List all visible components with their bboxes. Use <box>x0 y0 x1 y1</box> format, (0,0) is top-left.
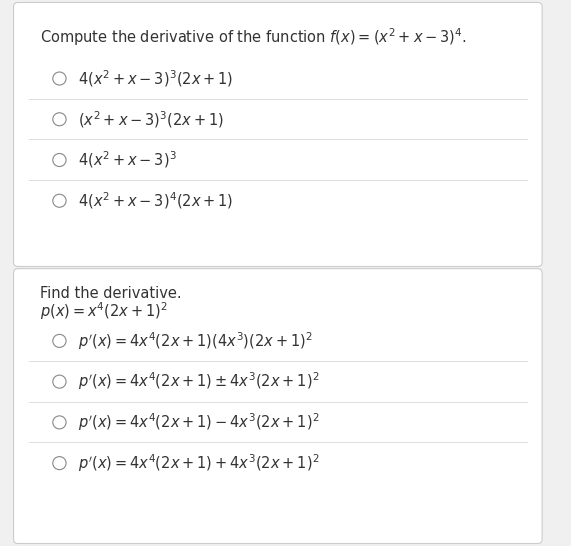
Text: $4(x^2 + x - 3)^3(2x + 1)$: $4(x^2 + x - 3)^3(2x + 1)$ <box>78 68 233 89</box>
Text: $p'(x) = 4x^4(2x + 1) - 4x^3(2x + 1)^2$: $p'(x) = 4x^4(2x + 1) - 4x^3(2x + 1)^2$ <box>78 412 319 433</box>
Text: $4(x^2 + x - 3)^4(2x + 1)$: $4(x^2 + x - 3)^4(2x + 1)$ <box>78 191 233 211</box>
Text: $p(x) = x^4(2x + 1)^2$: $p(x) = x^4(2x + 1)^2$ <box>40 300 168 322</box>
Text: Compute the derivative of the function $f(x) = (x^2 + x - 3)^4$.: Compute the derivative of the function $… <box>40 26 467 48</box>
Text: $p'(x) = 4x^4(2x + 1) \pm 4x^3(2x + 1)^2$: $p'(x) = 4x^4(2x + 1) \pm 4x^3(2x + 1)^2… <box>78 371 319 393</box>
Text: Find the derivative.: Find the derivative. <box>40 286 182 301</box>
FancyBboxPatch shape <box>14 3 542 266</box>
Text: $p'(x) = 4x^4(2x + 1) + 4x^3(2x + 1)^2$: $p'(x) = 4x^4(2x + 1) + 4x^3(2x + 1)^2$ <box>78 452 319 474</box>
Text: $p'(x) = 4x^4(2x + 1)(4x^3)(2x + 1)^2$: $p'(x) = 4x^4(2x + 1)(4x^3)(2x + 1)^2$ <box>78 330 312 352</box>
Text: $4(x^2 + x - 3)^3$: $4(x^2 + x - 3)^3$ <box>78 150 176 170</box>
FancyBboxPatch shape <box>14 269 542 543</box>
Text: $(x^2 + x - 3)^3(2x + 1)$: $(x^2 + x - 3)^3(2x + 1)$ <box>78 109 224 129</box>
